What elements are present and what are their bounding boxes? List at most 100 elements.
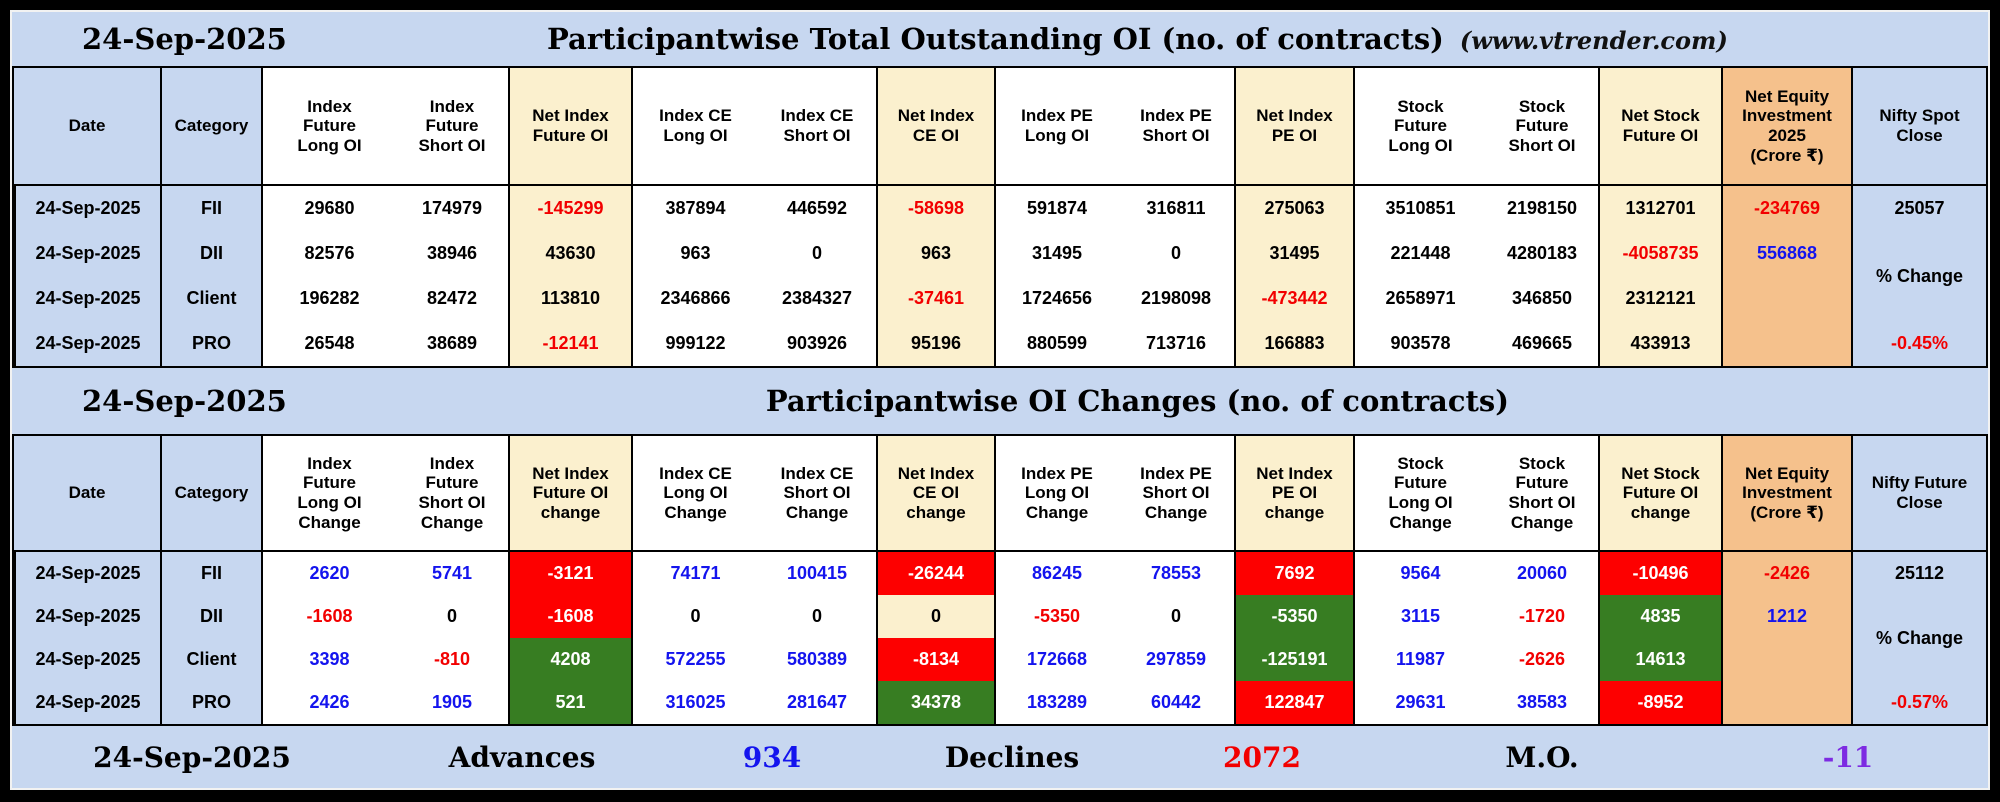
oi-cell: 999122 [631, 321, 758, 366]
oi-cell: -10496 [1598, 552, 1721, 595]
oi-cell: 1724656 [994, 276, 1118, 321]
oi-cell: 38946 [396, 231, 508, 276]
changes-title-group: Participantwise OI Changes (no. of contr… [287, 384, 1988, 418]
oi-cell: 387894 [631, 186, 758, 231]
oi-cell: 446592 [758, 186, 876, 231]
oi-cell: 29680 [261, 186, 396, 231]
oi-cell: 0 [876, 595, 994, 638]
oi-cell: 14613 [1598, 638, 1721, 681]
column-header: Stock Future Short OI Change [1486, 436, 1598, 552]
oi-cell: 0 [631, 595, 758, 638]
column-header: Net Index Future OI change [508, 436, 631, 552]
oi-cell: 0 [396, 595, 508, 638]
column-header: Date [14, 68, 160, 186]
oi-cell: 903926 [758, 321, 876, 366]
oi-cell: 1312701 [1598, 186, 1721, 231]
oi-cell: 281647 [758, 681, 876, 724]
column-header: Net Index CE OI [876, 68, 994, 186]
mo-label: M.O. [1505, 740, 1579, 774]
column-header: Stock Future Long OI Change [1353, 436, 1486, 552]
oi-cell: 221448 [1353, 231, 1486, 276]
oi-cell: -810 [396, 638, 508, 681]
oi-cell: 963 [876, 231, 994, 276]
row-category: PRO [160, 681, 261, 724]
row-date: 24-Sep-2025 [14, 638, 160, 681]
column-header: Index CE Short OI [758, 68, 876, 186]
changes-header-bar: 24-Sep-2025 Participantwise OI Changes (… [12, 368, 1988, 434]
oi-cell: 713716 [1118, 321, 1234, 366]
changes-date: 24-Sep-2025 [82, 384, 287, 418]
oi-cell: 3398 [261, 638, 396, 681]
row-date: 24-Sep-2025 [14, 276, 160, 321]
oi-cell: 82576 [261, 231, 396, 276]
oi-cell: 100415 [758, 552, 876, 595]
footer-date: 24-Sep-2025 [93, 740, 291, 774]
row-category: DII [160, 595, 261, 638]
oi-cell: -5350 [994, 595, 1118, 638]
net-equity-cell [1721, 321, 1851, 366]
oi-cell: 0 [758, 231, 876, 276]
row-date: 24-Sep-2025 [14, 552, 160, 595]
column-header: Index Future Long OI [261, 68, 396, 186]
oi-cell: 122847 [1234, 681, 1353, 724]
net-equity-cell: 556868 [1721, 231, 1851, 276]
column-header: Stock Future Long OI [1353, 68, 1486, 186]
oi-cell: -8134 [876, 638, 994, 681]
column-header: Index Future Long OI Change [261, 436, 396, 552]
percent-change-value: -0.45% [1890, 333, 1949, 354]
oi-cell: 183289 [994, 681, 1118, 724]
close-value: 25057 [1894, 198, 1945, 219]
row-category: Client [160, 638, 261, 681]
oi-cell: 196282 [261, 276, 396, 321]
net-equity-cell [1721, 681, 1851, 724]
oi-changes-table: Date Category Index Future Long OI Change I… [12, 434, 1988, 726]
changes-title: Participantwise OI Changes (no. of contr… [765, 384, 1509, 418]
oi-cell: 880599 [994, 321, 1118, 366]
report-panel: 24-Sep-2025 Participantwise Total Outsta… [10, 10, 1990, 790]
row-date: 24-Sep-2025 [14, 186, 160, 231]
column-header: Index PE Long OI Change [994, 436, 1118, 552]
column-header: Net Index CE OI change [876, 436, 994, 552]
oi-cell: 346850 [1486, 276, 1598, 321]
oi-cell: -26244 [876, 552, 994, 595]
oi-cell: 521 [508, 681, 631, 724]
row-date: 24-Sep-2025 [14, 595, 160, 638]
oi-cell: 2346866 [631, 276, 758, 321]
row-category: PRO [160, 321, 261, 366]
oi-cell: 43630 [508, 231, 631, 276]
oi-cell: 172668 [994, 638, 1118, 681]
oi-cell: 3510851 [1353, 186, 1486, 231]
net-equity-cell [1721, 276, 1851, 321]
oi-cell: 591874 [994, 186, 1118, 231]
oi-cell: 29631 [1353, 681, 1486, 724]
oi-cell: 903578 [1353, 321, 1486, 366]
net-equity-cell: 1212 [1721, 595, 1851, 638]
oi-cell: -125191 [1234, 638, 1353, 681]
row-category: DII [160, 231, 261, 276]
column-header: Net Stock Future OI [1598, 68, 1721, 186]
outstanding-header-bar: 24-Sep-2025 Participantwise Total Outsta… [12, 12, 1988, 66]
oi-cell: 4835 [1598, 595, 1721, 638]
oi-cell: 2426 [261, 681, 396, 724]
net-equity-cell [1721, 638, 1851, 681]
column-header: Nifty Spot Close [1851, 68, 1986, 186]
column-header: Index PE Short OI Change [1118, 436, 1234, 552]
column-header: Net Stock Future OI change [1598, 436, 1721, 552]
column-header: Index CE Long OI Change [631, 436, 758, 552]
declines-value: 2072 [1223, 740, 1301, 774]
oi-cell: 297859 [1118, 638, 1234, 681]
oi-cell: 2198150 [1486, 186, 1598, 231]
oi-cell: 31495 [1234, 231, 1353, 276]
net-equity-cell: -2426 [1721, 552, 1851, 595]
oi-cell: 2658971 [1353, 276, 1486, 321]
oi-cell: 5741 [396, 552, 508, 595]
oi-cell: 2312121 [1598, 276, 1721, 321]
oi-cell: 2620 [261, 552, 396, 595]
column-header: Date [14, 436, 160, 552]
oi-cell: 38689 [396, 321, 508, 366]
oi-cell: -4058735 [1598, 231, 1721, 276]
column-header: Index CE Short OI Change [758, 436, 876, 552]
oi-cell: 469665 [1486, 321, 1598, 366]
column-header: Net Index PE OI change [1234, 436, 1353, 552]
